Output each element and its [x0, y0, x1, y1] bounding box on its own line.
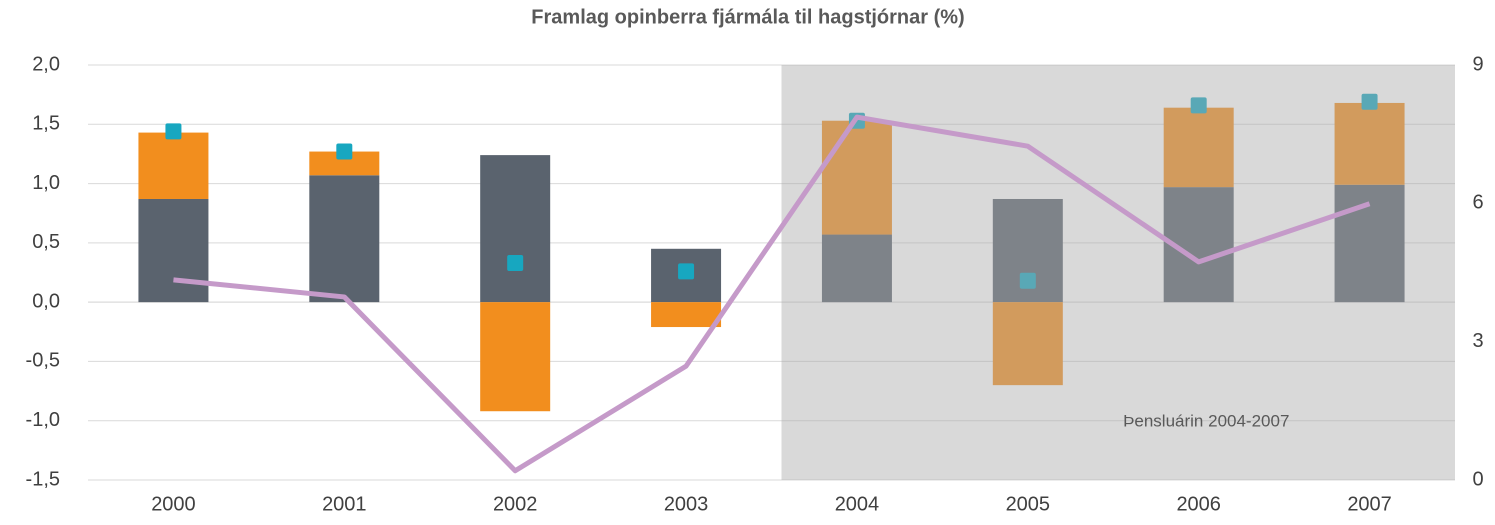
x-tick-label: 2001 — [322, 493, 367, 515]
y-tick-label: 0,5 — [32, 231, 60, 253]
y2-tick-label: 3 — [1472, 330, 1483, 352]
bar — [309, 151, 380, 176]
bar — [138, 198, 209, 303]
annotation: Þensluárin 2004-2007 — [1123, 411, 1289, 430]
x-tick-label: 2000 — [151, 493, 196, 515]
bar — [309, 175, 380, 303]
marker — [1190, 97, 1207, 114]
bar — [651, 302, 722, 328]
y2-tick-label: 6 — [1472, 192, 1483, 214]
x-tick-label: 2005 — [1006, 493, 1051, 515]
bar — [821, 234, 892, 303]
bar — [992, 302, 1063, 386]
marker — [336, 143, 353, 160]
marker — [165, 123, 182, 140]
y2-tick-label: 9 — [1472, 53, 1483, 75]
marker — [1019, 272, 1036, 289]
y-tick-label: 0,0 — [32, 290, 60, 312]
shaded-period — [781, 65, 1455, 480]
bar — [480, 155, 551, 303]
y-tick-label: -1,5 — [26, 468, 60, 490]
marker — [507, 255, 524, 272]
line — [173, 114, 1371, 474]
x-tick-label: 2006 — [1176, 493, 1221, 515]
x-tick-label: 2003 — [664, 493, 709, 515]
marker — [1361, 93, 1378, 110]
y-tick-label: 1,5 — [32, 113, 60, 135]
bar — [480, 302, 551, 412]
y2-tick-label: 0 — [1472, 468, 1483, 490]
bar — [1163, 107, 1234, 188]
marker — [678, 263, 695, 280]
chart-title: Framlag opinberra fjármála til hagstjórn… — [531, 6, 964, 28]
y-tick-label: 1,0 — [32, 172, 60, 194]
y-tick-label: 2,0 — [32, 53, 60, 75]
bar — [1334, 102, 1405, 185]
x-tick-label: 2004 — [835, 493, 880, 515]
x-tick-label: 2007 — [1347, 493, 1392, 515]
x-tick-label: 2002 — [493, 493, 538, 515]
bar — [821, 120, 892, 235]
bar — [138, 132, 209, 199]
y-tick-label: -1,0 — [26, 409, 60, 431]
y-tick-label: -0,5 — [26, 350, 60, 372]
